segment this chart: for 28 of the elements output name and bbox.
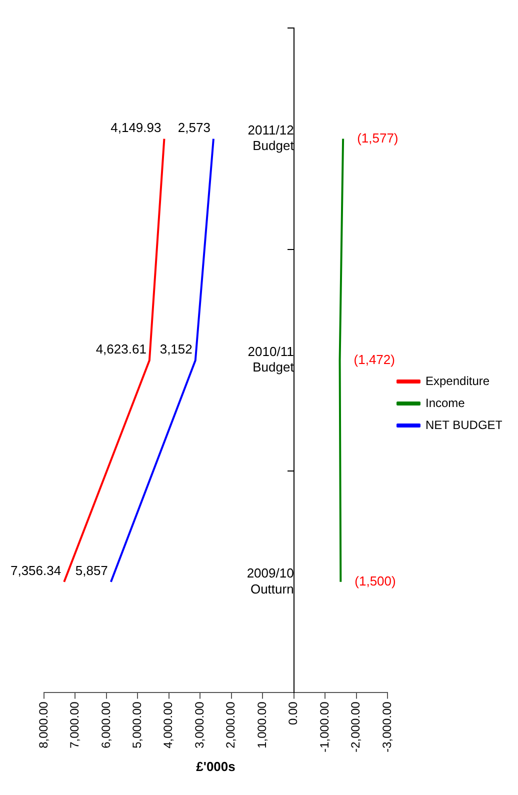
legend-label: Expenditure: [426, 374, 490, 388]
x-tick-label: 0.00: [286, 701, 300, 726]
x-tick-label: 4,000.00: [161, 701, 176, 748]
x-tick-label: 1,000.00: [254, 701, 269, 748]
x-axis-title: £'000s: [196, 758, 236, 774]
data-label: 4,623.61: [96, 341, 146, 356]
x-tick-label: 2,000.00: [224, 701, 238, 748]
data-label: 5,857: [75, 562, 108, 578]
x-tick-label: -3,000.00: [380, 701, 394, 752]
y-tick-label: 2010/11 Budget: [248, 344, 294, 375]
y-tick-label: 2011/12 Budget: [248, 122, 294, 154]
legend-label: NET BUDGET: [426, 418, 504, 432]
x-tick-label: -1,000.00: [317, 701, 332, 752]
legend-label: Income: [426, 396, 466, 410]
x-tick-label: 7,000.00: [68, 701, 82, 748]
data-label: (1,500): [354, 573, 396, 588]
x-tick-label: 8,000.00: [36, 701, 50, 748]
y-tick-label: 2009/10 Outturn: [246, 566, 294, 596]
x-tick-label: -2,000.00: [348, 701, 363, 752]
data-label: 7,356.34: [10, 562, 62, 578]
data-label: (1,577): [357, 130, 398, 146]
data-label: (1,472): [354, 352, 395, 367]
data-label: 3,152: [160, 341, 192, 356]
data-label: 4,149.93: [110, 120, 162, 135]
x-tick-label: 3,000.00: [192, 701, 206, 748]
x-tick-label: 6,000.00: [98, 701, 113, 748]
data-label: 2,573: [178, 120, 210, 135]
x-tick-label: 5,000.00: [130, 701, 144, 748]
